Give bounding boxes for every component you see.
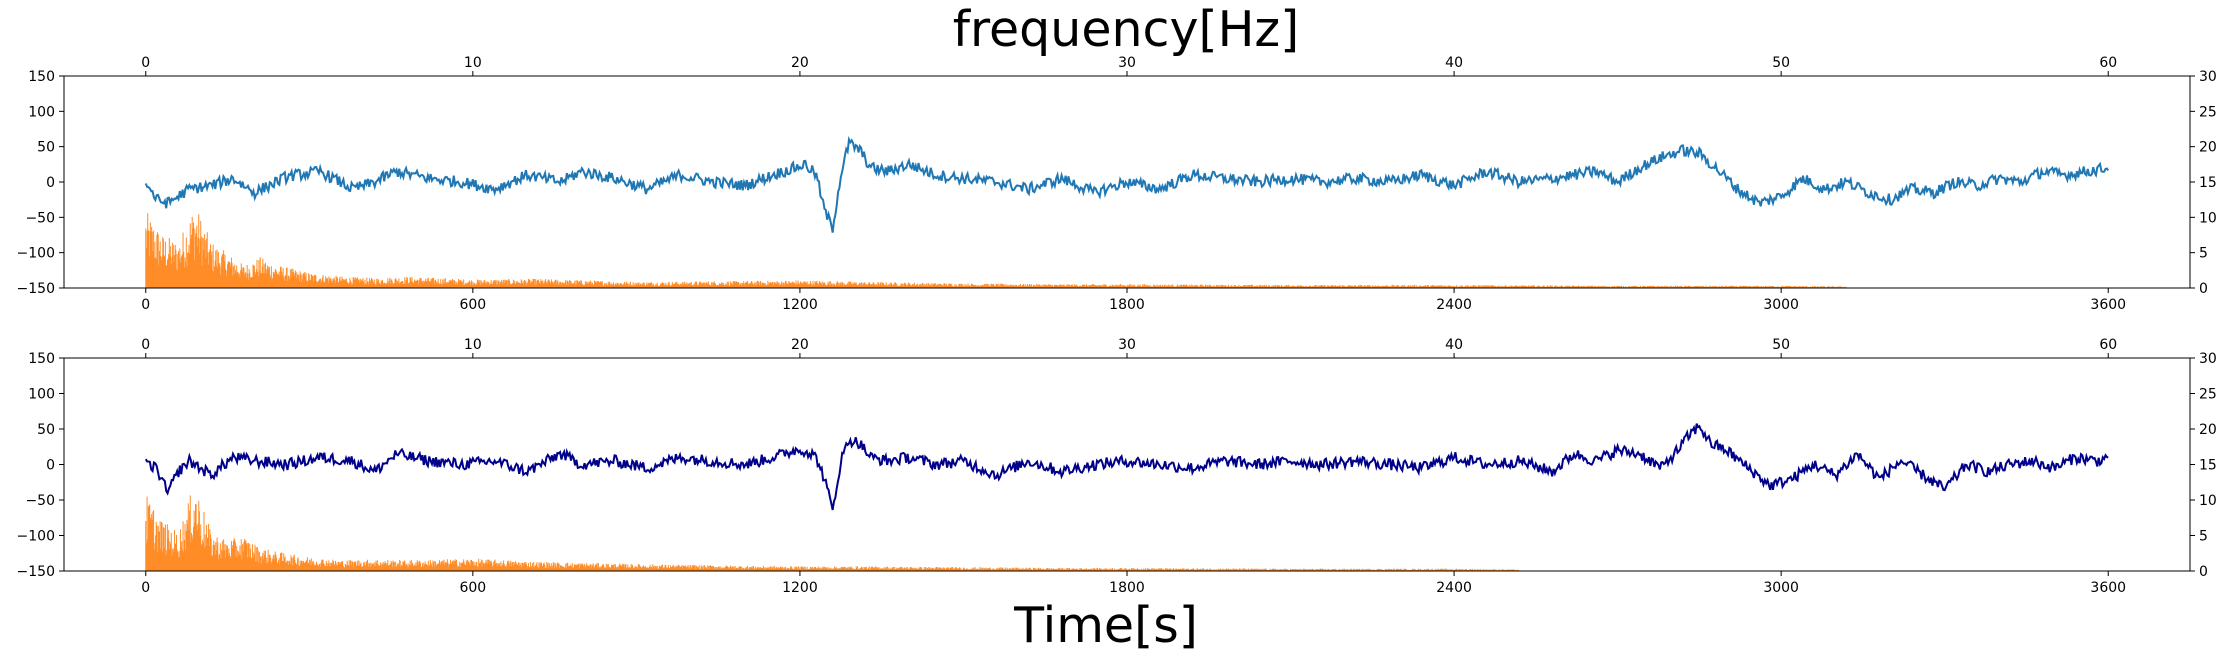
- x-tick-label: 1800: [1109, 580, 1145, 596]
- top-tick-label: 0: [141, 337, 150, 353]
- top-tick-label: 30: [1118, 55, 1136, 71]
- signal-line-top: [144, 135, 2110, 233]
- top-tick-label: 50: [1772, 337, 1790, 353]
- y-tick-label: −150: [17, 564, 55, 580]
- top-tick-label: 10: [464, 337, 482, 353]
- spectrum-bars-bottom: [145, 495, 1520, 571]
- top-tick-label: 10: [464, 55, 482, 71]
- x-tick-label: 3600: [2090, 297, 2126, 313]
- y-tick-label: 100: [28, 104, 55, 120]
- plot-frame-top: [63, 75, 2191, 289]
- x-tick-label: 0: [141, 297, 150, 313]
- y-tick-label: 50: [37, 422, 55, 438]
- y-tick-label: 50: [37, 140, 55, 156]
- x-tick-label: 600: [459, 297, 486, 313]
- right-tick-label: 0: [2199, 564, 2208, 580]
- x-tick-label: 3000: [1763, 297, 1799, 313]
- right-tick-label: 30: [2199, 351, 2217, 367]
- x-tick-label: 1200: [782, 580, 818, 596]
- y-tick-label: −100: [17, 529, 55, 545]
- right-tick-label: 5: [2199, 246, 2208, 262]
- chart-title: frequency[Hz]: [953, 1, 1300, 58]
- right-tick-label: 25: [2199, 104, 2217, 120]
- right-tick-label: 10: [2199, 210, 2217, 226]
- right-tick-label: 10: [2199, 493, 2217, 509]
- top-tick-label: 40: [1445, 55, 1463, 71]
- y-tick-label: 0: [46, 458, 55, 474]
- right-tick-label: 0: [2199, 281, 2208, 297]
- signal-line-bottom: [144, 423, 2109, 511]
- top-tick-label: 60: [2099, 55, 2117, 71]
- y-tick-label: −50: [25, 210, 55, 226]
- right-tick-label: 15: [2199, 175, 2217, 191]
- top-tick-label: 20: [791, 337, 809, 353]
- top-tick-label: 60: [2099, 337, 2117, 353]
- y-tick-label: 150: [28, 351, 55, 367]
- x-tick-label: 3000: [1763, 580, 1799, 596]
- top-tick-label: 30: [1118, 337, 1136, 353]
- top-tick-label: 50: [1772, 55, 1790, 71]
- y-tick-label: 100: [28, 387, 55, 403]
- right-tick-label: 25: [2199, 387, 2217, 403]
- spectrum-bars-top: [145, 213, 1847, 288]
- x-tick-label: 2400: [1436, 297, 1472, 313]
- x-axis-label: Time[s]: [1013, 597, 1198, 654]
- x-tick-label: 1800: [1109, 297, 1145, 313]
- y-tick-label: −150: [17, 281, 55, 297]
- top-tick-label: 20: [791, 55, 809, 71]
- x-tick-label: 3600: [2090, 580, 2126, 596]
- x-tick-label: 2400: [1436, 580, 1472, 596]
- y-tick-label: 0: [46, 175, 55, 191]
- right-tick-label: 5: [2199, 529, 2208, 545]
- x-tick-label: 1200: [782, 297, 818, 313]
- y-tick-label: 150: [28, 69, 55, 85]
- top-tick-label: 40: [1445, 337, 1463, 353]
- x-tick-label: 0: [141, 580, 150, 596]
- y-tick-label: −50: [25, 493, 55, 509]
- y-tick-label: −100: [17, 246, 55, 262]
- top-tick-label: 0: [141, 55, 150, 71]
- right-tick-label: 20: [2199, 422, 2217, 438]
- right-tick-label: 15: [2199, 458, 2217, 474]
- x-tick-label: 600: [459, 580, 486, 596]
- right-tick-label: 20: [2199, 140, 2217, 156]
- right-tick-label: 30: [2199, 69, 2217, 85]
